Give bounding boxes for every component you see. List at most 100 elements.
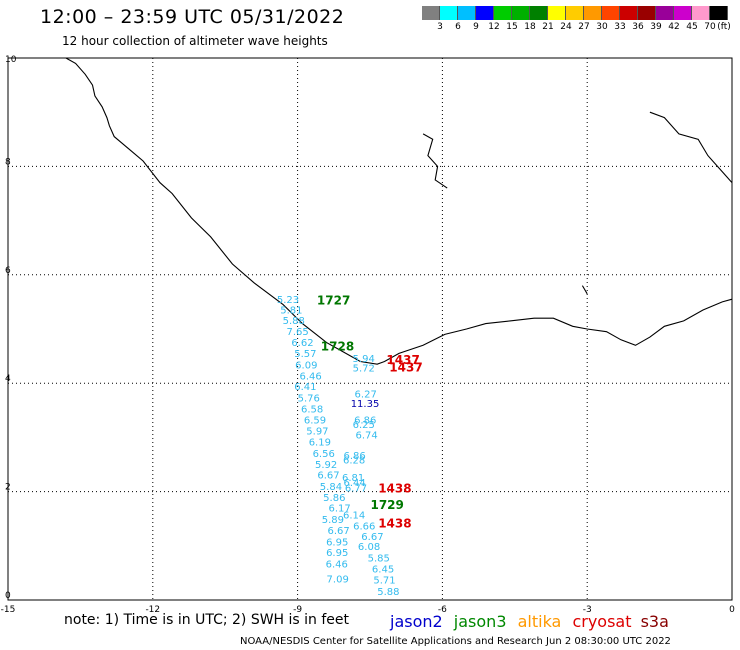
- pass-time-label: 1437: [389, 360, 422, 374]
- lat-tick-label: 6: [5, 266, 11, 276]
- wave-height-label: 5.85: [368, 554, 390, 565]
- color-scale-label: 27: [578, 22, 590, 32]
- legend-jason2: jason2: [390, 612, 443, 631]
- mission-legend: jason2 jason3 altika cryosat s3a: [390, 612, 669, 631]
- legend-s3a: s3a: [640, 612, 669, 631]
- color-scale-label: 18: [524, 22, 536, 32]
- color-scale-label: 15: [506, 22, 518, 32]
- color-swatch: [638, 6, 656, 20]
- wave-height-label: 5.81: [280, 305, 302, 316]
- color-swatch: [530, 6, 548, 20]
- wave-height-label: 11.35: [351, 399, 380, 410]
- lon-tick-label: -15: [1, 605, 16, 615]
- wave-height-label: 6.45: [372, 564, 394, 575]
- wave-height-label: 6.62: [291, 338, 313, 349]
- pass-time-label: 1437: [386, 353, 419, 367]
- wave-height-label: 7.09: [327, 575, 349, 586]
- wave-height-label: 6.19: [309, 438, 331, 449]
- wave-height-observations: 5.235.815.887.656.625.576.096.466.415.76…: [277, 294, 423, 599]
- wave-height-label: 5.71: [373, 576, 395, 587]
- wave-height-label: 6.08: [358, 542, 380, 553]
- color-swatch: [620, 6, 638, 20]
- wave-height-label: 5.92: [315, 460, 337, 471]
- color-scale-label: 45: [686, 22, 698, 32]
- color-scale-label: 70: [704, 22, 716, 32]
- wave-height-label: 6.28: [343, 455, 365, 466]
- wave-height-label: 6.56: [313, 449, 335, 460]
- wave-height-label: 6.58: [301, 404, 323, 415]
- wave-height-label: 6.17: [328, 504, 350, 515]
- map-title: 12:00 – 23:59 UTC 05/31/2022: [40, 6, 345, 28]
- color-swatch: [458, 6, 476, 20]
- pass-time-label: 1438: [378, 482, 411, 496]
- axis-tick-labels: -15 -12 -9 -6 -3 0 0 2 4 6 8 10: [1, 55, 735, 615]
- color-swatch: [656, 6, 674, 20]
- color-swatch: [512, 6, 530, 20]
- wave-height-label: 5.97: [306, 427, 328, 438]
- wave-height-label: 6.25: [353, 420, 375, 431]
- wave-height-label: 6.86: [354, 415, 376, 426]
- color-swatch: [710, 6, 728, 20]
- lon-tick-label: -3: [583, 605, 592, 615]
- lat-tick-label: 8: [5, 157, 11, 167]
- color-scale-label: 6: [455, 22, 461, 32]
- color-scale-label: 42: [668, 22, 680, 32]
- color-swatch: [440, 6, 458, 20]
- wave-height-label: 6.59: [304, 415, 326, 426]
- color-scale-label: 36: [632, 22, 644, 32]
- wave-height-label: 6.46: [300, 371, 322, 382]
- lon-tick-label: -6: [438, 605, 447, 615]
- credit-line: NOAA/NESDIS Center for Satellite Applica…: [240, 636, 671, 647]
- color-scale-label: 3: [437, 22, 443, 32]
- wave-height-label: 5.76: [298, 394, 320, 405]
- lon-tick-label: 0: [729, 605, 735, 615]
- wave-height-label: 6.41: [294, 382, 316, 393]
- color-scale-bar: [422, 6, 728, 20]
- wave-height-label: 5.84: [320, 482, 342, 493]
- coastline-segment: [649, 111, 733, 184]
- map-subtitle: 12 hour collection of altimeter wave hei…: [62, 34, 328, 48]
- wave-height-label: 6.46: [326, 559, 348, 570]
- coastline-segment: [581, 285, 588, 295]
- color-scale-label: 33: [614, 22, 626, 32]
- wave-height-label: 6.09: [295, 361, 317, 372]
- wave-height-label: 5.94: [353, 354, 375, 365]
- legend-jason3: jason3: [453, 612, 507, 631]
- color-swatch: [494, 6, 512, 20]
- color-swatch: [422, 6, 440, 20]
- map-frame: [7, 57, 733, 601]
- wave-height-label: 6.14: [343, 511, 365, 522]
- wave-height-label: 6.77: [345, 484, 367, 495]
- lon-tick-label: -12: [145, 605, 160, 615]
- lat-tick-label: 2: [5, 483, 11, 493]
- color-scale-label: 30: [596, 22, 608, 32]
- color-swatch: [548, 6, 566, 20]
- wave-height-label: 6.67: [361, 532, 383, 543]
- wave-height-label: 6.66: [353, 522, 375, 533]
- wave-height-label: 6.44: [343, 478, 365, 489]
- wave-height-label: 5.89: [322, 515, 344, 526]
- wave-height-label: 5.57: [294, 349, 316, 360]
- color-swatch: [584, 6, 602, 20]
- lat-tick-label: 10: [5, 55, 17, 65]
- lat-lon-grid: [8, 58, 732, 600]
- wave-height-label: 6.86: [343, 451, 365, 462]
- wave-height-label: 6.74: [356, 430, 378, 441]
- color-scale-label: 21: [542, 22, 554, 32]
- color-swatch: [566, 6, 584, 20]
- lat-tick-label: 4: [5, 374, 11, 384]
- wave-height-label: 5.88: [283, 316, 305, 327]
- wave-height-label: 7.65: [286, 327, 308, 338]
- color-scale-label: 24: [560, 22, 572, 32]
- wave-height-label: 5.23: [277, 295, 299, 306]
- wave-height-label: 6.67: [328, 526, 350, 537]
- coastline-segment: [65, 57, 733, 365]
- color-swatch: [476, 6, 494, 20]
- pass-time-label: 1729: [370, 498, 403, 512]
- color-scale-label: 39: [650, 22, 662, 32]
- wave-height-label: 6.95: [326, 537, 348, 548]
- wave-height-label: 6.81: [342, 473, 364, 484]
- pass-time-label: 1728: [321, 340, 354, 354]
- color-scale-label: 12: [488, 22, 500, 32]
